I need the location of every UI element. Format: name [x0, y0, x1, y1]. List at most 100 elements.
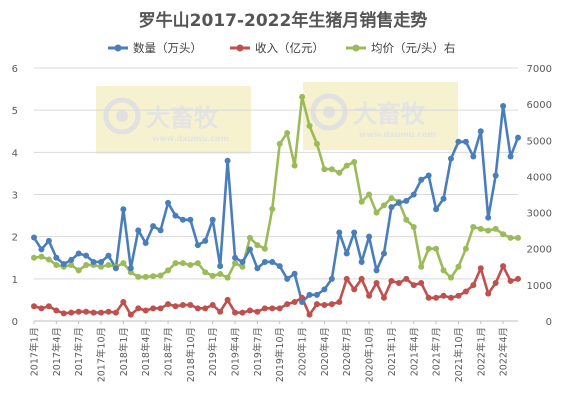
y-left-tick-label: 5 — [12, 106, 18, 117]
watermark-site: www.dxumu.com — [359, 130, 436, 139]
data-point-quantity — [351, 229, 358, 236]
watermark-brand: 大畜牧 — [146, 104, 219, 132]
x-tick-label: 2018年10月 — [185, 327, 197, 382]
watermark-brand: 大畜牧 — [353, 100, 426, 128]
data-point-revenue — [418, 280, 425, 287]
data-point-revenue — [276, 305, 283, 312]
data-point-price — [38, 253, 45, 260]
data-point-revenue — [60, 310, 67, 317]
x-tick-label: 2021年7月 — [431, 327, 443, 376]
data-point-quantity — [470, 153, 477, 160]
data-point-price — [403, 216, 410, 223]
x-tick-label: 2018年1月 — [118, 327, 130, 376]
data-point-price — [194, 260, 201, 267]
data-point-revenue — [284, 301, 291, 308]
data-point-price — [187, 261, 194, 268]
data-point-price — [299, 93, 306, 100]
data-point-quantity — [157, 227, 164, 234]
data-point-price — [328, 166, 335, 173]
data-point-price — [313, 140, 320, 147]
legend-marker-quantity — [114, 44, 122, 52]
data-point-price — [246, 234, 253, 241]
x-tick-label: 2017年1月 — [29, 327, 41, 376]
data-point-revenue — [269, 305, 276, 312]
x-tick-label: 2017年10月 — [96, 327, 108, 382]
x-tick-label: 2022年1月 — [475, 327, 487, 376]
x-tick-label: 2021年4月 — [408, 327, 420, 376]
data-point-quantity — [395, 199, 402, 206]
data-point-revenue — [380, 294, 387, 301]
data-point-price — [388, 195, 395, 202]
y-left-tick-label: 0 — [12, 317, 18, 328]
data-point-price — [306, 122, 313, 129]
data-point-quantity — [239, 258, 246, 265]
data-point-revenue — [157, 305, 164, 312]
legend-label-revenue: 收入（亿元） — [255, 41, 324, 55]
data-point-revenue — [75, 308, 82, 315]
data-point-revenue — [68, 309, 75, 316]
x-tick-label: 2019年7月 — [252, 327, 264, 376]
data-point-quantity — [83, 252, 90, 259]
data-point-revenue — [232, 309, 239, 316]
data-point-price — [68, 261, 75, 268]
data-point-revenue — [209, 301, 216, 308]
data-point-quantity — [98, 258, 105, 265]
y-left-tick-label: 1 — [12, 275, 18, 286]
data-point-price — [53, 261, 60, 268]
x-tick-label: 2021年10月 — [453, 327, 465, 382]
legend-item-revenue: 收入（亿元） — [230, 41, 324, 55]
data-point-quantity — [440, 195, 447, 202]
axes: 0 1 2 3 4 5 6 0 1000 2000 3000 4000 5000 6000 7000 2017… — [12, 64, 552, 382]
data-point-quantity — [425, 172, 432, 179]
data-point-revenue — [217, 308, 224, 315]
data-point-price — [492, 225, 499, 232]
data-point-quantity — [179, 216, 186, 223]
data-point-quantity — [60, 261, 67, 268]
data-point-price — [31, 254, 37, 261]
data-point-quantity — [38, 246, 45, 253]
data-point-price — [470, 224, 477, 231]
data-point-revenue — [343, 275, 350, 282]
watermark-emblem-dot-icon — [323, 106, 335, 118]
y-left-tick-label: 6 — [12, 64, 18, 75]
legend-marker-price — [352, 44, 360, 52]
data-point-quantity — [75, 250, 82, 257]
data-point-revenue — [90, 309, 97, 316]
data-point-revenue — [470, 282, 477, 289]
data-point-price — [269, 205, 276, 212]
data-point-quantity — [366, 233, 373, 240]
data-point-quantity — [299, 299, 306, 306]
data-point-quantity — [336, 229, 343, 236]
y-right-tick-label: 7000 — [527, 64, 552, 75]
data-point-price — [485, 227, 492, 234]
data-point-quantity — [373, 267, 380, 274]
data-point-quantity — [433, 206, 440, 213]
data-point-revenue — [202, 305, 209, 312]
data-point-revenue — [224, 296, 231, 303]
x-tick-label: 2017年7月 — [73, 327, 85, 376]
data-point-revenue — [291, 299, 298, 306]
data-point-revenue — [239, 309, 246, 316]
data-point-quantity — [105, 252, 112, 259]
data-point-price — [515, 234, 521, 241]
data-point-price — [202, 269, 209, 276]
data-point-quantity — [455, 138, 462, 145]
data-point-quantity — [261, 258, 268, 265]
data-point-revenue — [515, 275, 521, 282]
watermark-site: www.dxumu.com — [152, 134, 229, 143]
data-point-price — [75, 267, 82, 274]
y-right-tick-label: 4000 — [527, 172, 552, 183]
gridlines — [34, 67, 518, 280]
data-point-quantity — [284, 275, 291, 282]
data-point-price — [380, 202, 387, 209]
data-point-price — [507, 234, 514, 241]
data-point-revenue — [313, 301, 320, 308]
data-point-revenue — [336, 299, 343, 306]
data-point-quantity — [291, 270, 298, 277]
x-tick-label: 2018年4月 — [140, 327, 152, 376]
data-point-revenue — [477, 265, 484, 272]
x-tick-label: 2020年1月 — [297, 327, 309, 376]
data-point-quantity — [515, 134, 521, 141]
data-point-quantity — [306, 291, 313, 298]
